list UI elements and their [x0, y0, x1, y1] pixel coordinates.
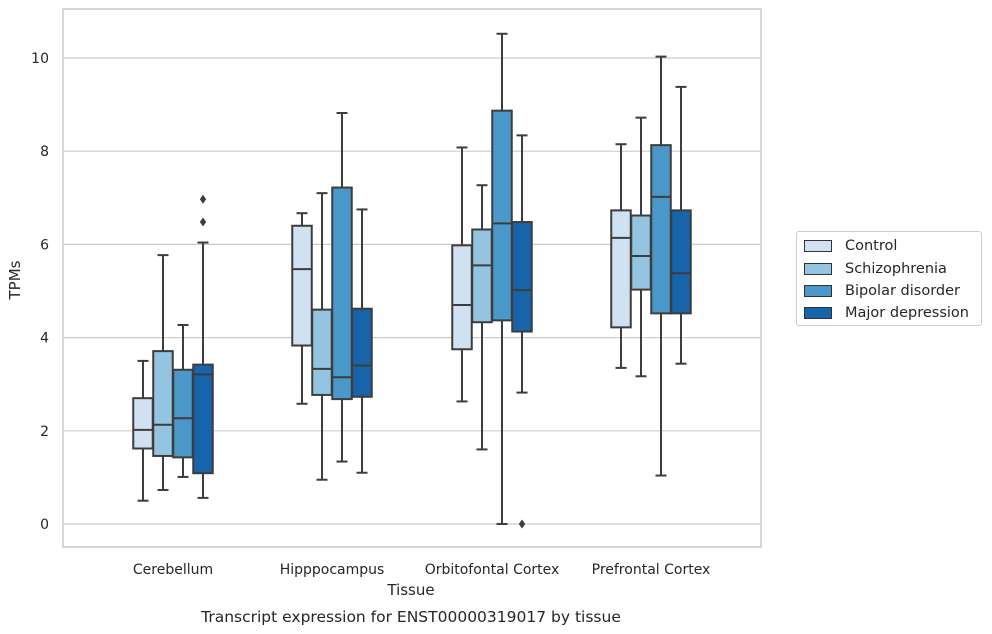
x-tick-label: Prefrontal Cortex [592, 562, 711, 578]
outlier-point [199, 217, 207, 227]
legend: Control Schizophrenia Bipolar disorder M… [796, 231, 982, 326]
box-0-2 [451, 146, 473, 403]
box [311, 308, 333, 396]
y-axis-label: TPMs [6, 260, 24, 300]
x-axis-label: Tissue [386, 581, 434, 599]
chart-title: Transcript expression for ENST0000031901… [200, 608, 621, 626]
box [650, 144, 672, 315]
box [670, 209, 692, 315]
legend-swatch [804, 263, 832, 275]
box-1-1 [311, 192, 333, 481]
legend-label: Bipolar disorder [845, 283, 960, 299]
box-2-3 [650, 55, 672, 477]
x-tick-label: Cerebellum [133, 562, 213, 578]
box-3-3 [670, 85, 692, 365]
legend-label: Control [845, 238, 898, 254]
y-tick-label: 10 [31, 51, 49, 67]
box-1-0 [152, 254, 174, 491]
box-2-0 [172, 324, 194, 478]
legend-swatch [804, 240, 832, 252]
box [291, 224, 313, 347]
y-tick-label: 8 [40, 144, 49, 160]
box [172, 368, 194, 459]
box-1-2 [471, 184, 493, 451]
box-3-2 [511, 134, 533, 394]
y-tick-label: 0 [40, 517, 49, 533]
box [192, 363, 214, 475]
box [132, 397, 154, 450]
box-groups [132, 32, 692, 525]
box [511, 221, 533, 333]
y-tick-labels: 0 2 4 6 8 10 [31, 51, 49, 533]
x-tick-label: Hipppocampus [280, 562, 385, 578]
box [471, 228, 493, 324]
legend-swatch [804, 285, 832, 297]
outlier-points [199, 194, 526, 529]
x-tick-labels: Cerebellum Hipppocampus Orbitofontal Corte… [133, 562, 710, 578]
legend-label: Major depression [845, 305, 969, 321]
y-tick-label: 6 [40, 237, 49, 253]
box [491, 109, 513, 322]
box-2-2 [491, 32, 513, 525]
box-0-3 [610, 143, 632, 369]
y-tick-label: 2 [40, 424, 49, 440]
box [152, 350, 174, 457]
x-tick-label: Orbitofontal Cortex [425, 562, 560, 578]
legend-item-bipolar-disorder: Bipolar disorder [804, 282, 960, 300]
legend-swatch [804, 307, 832, 319]
outlier-point [518, 519, 526, 529]
legend-item-schizophrenia: Schizophrenia [804, 260, 947, 278]
box-0-0 [132, 359, 154, 502]
box [331, 186, 353, 401]
legend-item-major-depression: Major depression [804, 304, 969, 322]
legend-label: Schizophrenia [845, 261, 947, 277]
legend-item-control: Control [804, 237, 897, 255]
outlier-point [199, 194, 207, 204]
box [351, 307, 373, 398]
box-3-0 [192, 241, 214, 499]
box-2-1 [331, 111, 353, 463]
y-tick-label: 4 [40, 331, 49, 347]
box [630, 214, 652, 291]
box-3-1 [351, 208, 373, 474]
plot-frame [62, 8, 762, 548]
box [451, 244, 473, 351]
box [610, 209, 632, 329]
box-0-1 [291, 212, 313, 405]
